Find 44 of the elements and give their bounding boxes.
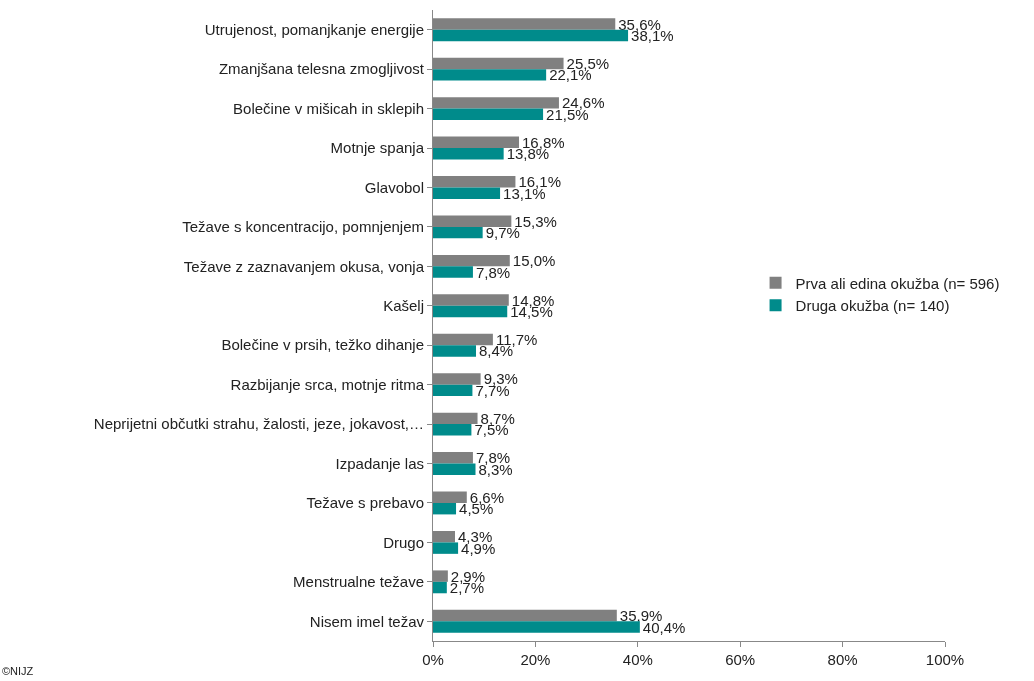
bar xyxy=(433,424,472,436)
bar xyxy=(433,621,640,633)
x-tick-label: 80% xyxy=(827,651,858,668)
bar xyxy=(433,187,501,199)
data-label: 15,3% xyxy=(514,212,557,230)
y-tick-label: Razbijanje srca, motnje ritma xyxy=(230,375,425,393)
bar xyxy=(433,542,459,554)
x-tick-label: 40% xyxy=(622,651,653,668)
bar xyxy=(433,266,473,278)
y-tick-label: Izpadanje las xyxy=(335,454,424,472)
bar xyxy=(433,226,483,239)
data-label: 7,8% xyxy=(475,263,511,281)
bar xyxy=(433,463,476,475)
bar xyxy=(433,108,544,121)
y-tick-label: Menstrualne težave xyxy=(293,573,424,591)
y-tick-label: Zmanjšana telesna zmogljivost xyxy=(218,60,425,78)
y-tick-label: Glavobol xyxy=(364,178,424,196)
y-tick-label: Težave s koncentracijo, pomnjenjem xyxy=(182,218,424,236)
y-tick-label: Bolečine v mišicah in sklepih xyxy=(233,99,424,117)
bar xyxy=(433,148,504,160)
bar xyxy=(433,502,457,515)
bar xyxy=(433,69,547,81)
bar xyxy=(433,384,473,397)
y-tick-label: Težave z zaznavanjem okusa, vonja xyxy=(183,257,425,275)
y-tick-label: Utrujenost, pomanjkanje energije xyxy=(204,20,424,38)
legend-label: Prva ali edina okužba (n= 596) xyxy=(795,274,1000,292)
y-tick-label: Drugo xyxy=(383,533,424,551)
y-tick-label: Kašelj xyxy=(383,297,424,315)
x-tick-label: 100% xyxy=(925,651,965,668)
data-label: 15,0% xyxy=(512,252,556,270)
y-tick-label: Nisem imel težav xyxy=(309,612,425,630)
y-tick-label: Neprijetni občutki strahu, žalosti, jeze, jokavost,… xyxy=(93,415,424,433)
y-tick-label: Bolečine v prsih, težko dihanje xyxy=(221,336,424,354)
x-tick-label: 60% xyxy=(725,651,756,668)
y-tick-label: Motnje spanja xyxy=(330,139,425,157)
y-tick-label: Težave s prebavo xyxy=(306,494,424,512)
bar xyxy=(433,581,447,594)
data-label: 35,6% xyxy=(618,15,661,33)
legend-label: Druga okužba (n= 140) xyxy=(795,297,950,315)
bar xyxy=(433,345,477,357)
x-tick-label: 0% xyxy=(422,651,444,668)
bar xyxy=(433,305,508,318)
text: ©NIJZ xyxy=(2,665,34,677)
x-tick-label: 20% xyxy=(520,651,551,668)
